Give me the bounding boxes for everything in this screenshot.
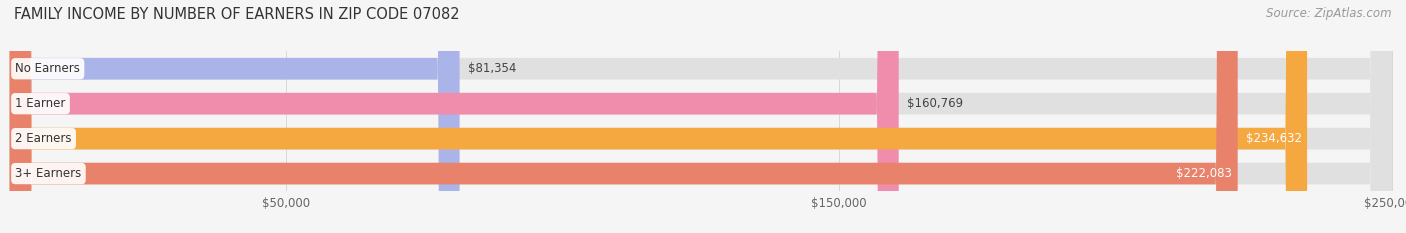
FancyBboxPatch shape — [10, 0, 460, 233]
Text: 3+ Earners: 3+ Earners — [15, 167, 82, 180]
FancyBboxPatch shape — [10, 0, 1237, 233]
Text: No Earners: No Earners — [15, 62, 80, 75]
Text: $81,354: $81,354 — [468, 62, 516, 75]
FancyBboxPatch shape — [10, 0, 1392, 233]
FancyBboxPatch shape — [10, 0, 1308, 233]
FancyBboxPatch shape — [10, 0, 1392, 233]
Text: Source: ZipAtlas.com: Source: ZipAtlas.com — [1267, 7, 1392, 20]
FancyBboxPatch shape — [10, 0, 898, 233]
Text: 1 Earner: 1 Earner — [15, 97, 66, 110]
Text: 2 Earners: 2 Earners — [15, 132, 72, 145]
Text: FAMILY INCOME BY NUMBER OF EARNERS IN ZIP CODE 07082: FAMILY INCOME BY NUMBER OF EARNERS IN ZI… — [14, 7, 460, 22]
FancyBboxPatch shape — [10, 0, 1392, 233]
Text: $160,769: $160,769 — [907, 97, 963, 110]
FancyBboxPatch shape — [10, 0, 1392, 233]
Text: $222,083: $222,083 — [1177, 167, 1232, 180]
Text: $234,632: $234,632 — [1246, 132, 1302, 145]
